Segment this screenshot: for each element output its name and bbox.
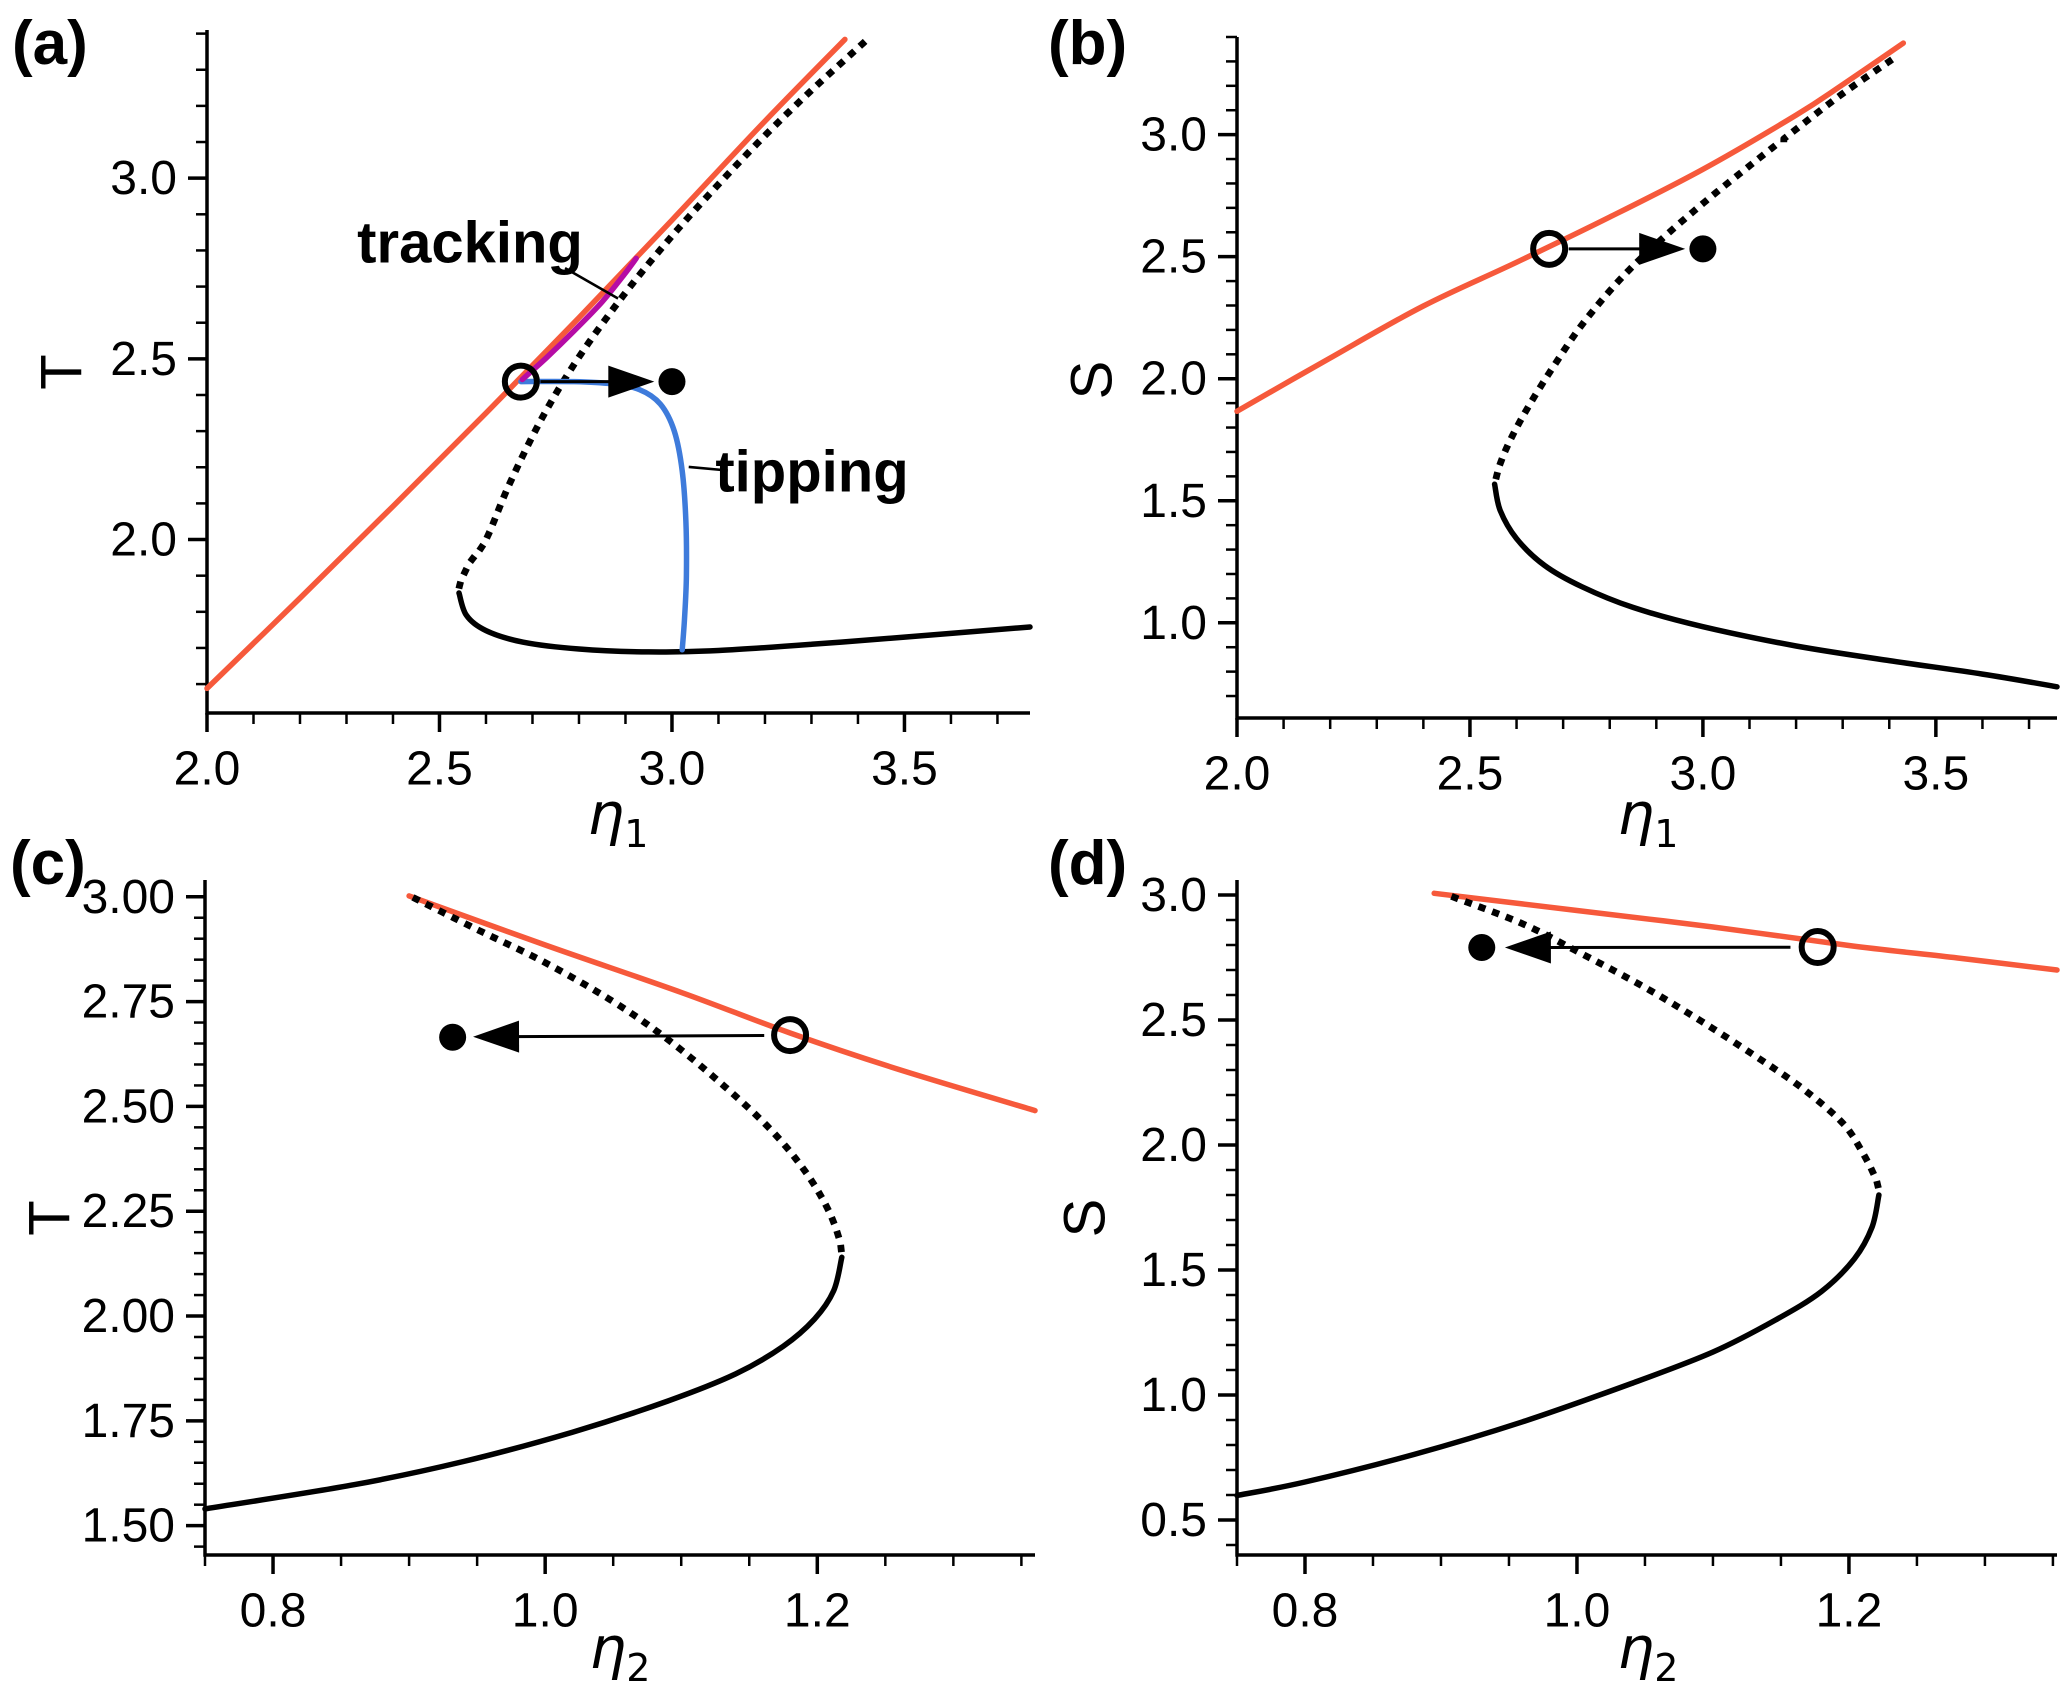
y-tick-label: 2.5 [1140, 994, 1207, 1047]
panel-c: 0.8 1.0 1.2 1.50 1.75 2.00 2.25 2.50 2.75 3.00 [82, 871, 1038, 1638]
y-tick-label: 2.25 [82, 1185, 175, 1238]
y-tick-label: 1.5 [1140, 1244, 1207, 1297]
x-tick-label: 2.0 [174, 743, 241, 796]
upper-stable-branch-curve [1234, 40, 1907, 414]
x-tick-label: 3.0 [639, 743, 706, 796]
upper-stable-branch-curve [1431, 890, 2060, 973]
annotation-pointer-line [688, 465, 728, 472]
panel-letter-d: (d) [1048, 829, 1128, 898]
ylabel-c: T [17, 1200, 83, 1236]
x-tick-label: 2.5 [406, 743, 473, 796]
y-tick-label: 2.50 [82, 1080, 175, 1133]
y-tick-label: 2.00 [82, 1290, 175, 1343]
y-tick-label: 1.0 [1140, 597, 1207, 650]
transition-arrow-head [1639, 232, 1686, 265]
panel-letter-a: (a) [12, 9, 88, 78]
lower-stable-branch-curve [202, 1254, 845, 1512]
xlabel-a: η1 [587, 780, 649, 856]
x-tick-label: 2.0 [1204, 748, 1271, 801]
transition-arrow-head [608, 365, 655, 398]
x-tick-label: 0.8 [240, 1585, 307, 1638]
panel-letter-b: (b) [1048, 9, 1128, 78]
y-tick-label: 1.5 [1140, 475, 1207, 528]
x-tick-label: 3.5 [871, 743, 938, 796]
y-tick-label: 2.5 [1140, 231, 1207, 284]
axis-spine [1235, 37, 2057, 720]
panel-letter-c: (c) [10, 829, 86, 898]
ticks: 0.8 1.0 1.2 1.50 1.75 2.00 2.25 2.50 2.75 3.00 [82, 871, 1023, 1638]
unstable-branch-curve [1450, 893, 1883, 1199]
y-tick-label: 2.5 [110, 333, 177, 386]
xlabel-d: η2 [1617, 1614, 1679, 1690]
transition-arrow-shaft [511, 1034, 765, 1039]
axis-spine [203, 880, 1035, 1557]
y-tick-label: 3.0 [1140, 109, 1207, 162]
y-tick-label: 3.0 [1140, 869, 1207, 922]
xlabel-c: η2 [589, 1614, 651, 1690]
lower-stable-branch-curve [1234, 1192, 1882, 1499]
tracking-label: tracking [357, 210, 583, 276]
lower-stable-branch-curve [1491, 481, 2060, 690]
x-tick-label: 2.5 [1437, 748, 1504, 801]
y-tick-label: 2.75 [82, 976, 175, 1029]
x-tick-label: 3.5 [1902, 748, 1969, 801]
annotation-pointer-line [564, 267, 619, 300]
x-tick-label: 1.0 [512, 1585, 579, 1638]
x-tick-label: 1.2 [784, 1585, 851, 1638]
ticks: 2.0 2.5 3.0 3.5 2.0 2.5 3.0 [110, 32, 999, 796]
ticks: 2.0 2.5 3.0 3.5 1.0 1.5 2.0 2.5 3.0 [1140, 35, 2031, 801]
y-tick-label: 1.50 [82, 1500, 175, 1553]
y-tick-label: 0.5 [1140, 1494, 1207, 1547]
transition-arrow-head [473, 1020, 520, 1053]
y-tick-label: 3.0 [110, 152, 177, 205]
axis-spine [1235, 880, 2057, 1557]
start-state-marker [1530, 229, 1569, 268]
x-tick-label: 1.0 [1544, 1585, 1611, 1638]
ticks: 0.8 1.0 1.2 0.5 1.0 1.5 2.0 2.5 3.0 [1140, 869, 2055, 1638]
unstable-branch-curve [411, 894, 846, 1262]
tracking-trajectory-curve [519, 255, 639, 383]
xlabel-b: η1 [1617, 780, 1679, 856]
y-tick-label: 1.0 [1140, 1369, 1207, 1422]
y-tick-label: 1.75 [82, 1395, 175, 1448]
y-tick-label: 2.0 [1140, 1119, 1207, 1172]
y-tick-label: 2.0 [110, 514, 177, 567]
lower-stable-branch-curve [456, 590, 1033, 655]
end-state-marker [658, 368, 686, 396]
x-tick-label: 0.8 [1272, 1585, 1339, 1638]
start-state-marker [1798, 928, 1837, 966]
y-tick-label: 3.00 [82, 871, 175, 924]
transition-arrow-head [1504, 931, 1551, 964]
x-tick-label: 3.0 [1670, 748, 1737, 801]
start-state-marker [501, 362, 540, 401]
ylabel-d: S [1052, 1198, 1118, 1238]
end-state-marker [439, 1023, 467, 1051]
ylabel-a: T [29, 354, 95, 390]
end-state-marker [1468, 934, 1496, 961]
x-tick-label: 1.2 [1816, 1585, 1883, 1638]
ylabel-b: S [1059, 360, 1125, 400]
upper-stable-branch-curve [406, 893, 1038, 1114]
panel-a: 2.0 2.5 3.0 3.5 2.0 2.5 3.0 [110, 30, 1033, 796]
panel-b: 2.0 2.5 3.0 3.5 1.0 1.5 2.0 2.5 3.0 [1140, 35, 2060, 801]
end-state-marker [1689, 235, 1717, 263]
tipping-trajectory-curve [518, 378, 690, 653]
start-state-marker [771, 1016, 810, 1055]
unstable-branch-curve [455, 38, 868, 597]
panel-d: 0.8 1.0 1.2 0.5 1.0 1.5 2.0 2.5 3.0 [1140, 869, 2060, 1638]
unstable-branch-curve [1490, 56, 1895, 489]
y-tick-label: 2.0 [1140, 353, 1207, 406]
tipping-label: tipping [715, 439, 909, 505]
